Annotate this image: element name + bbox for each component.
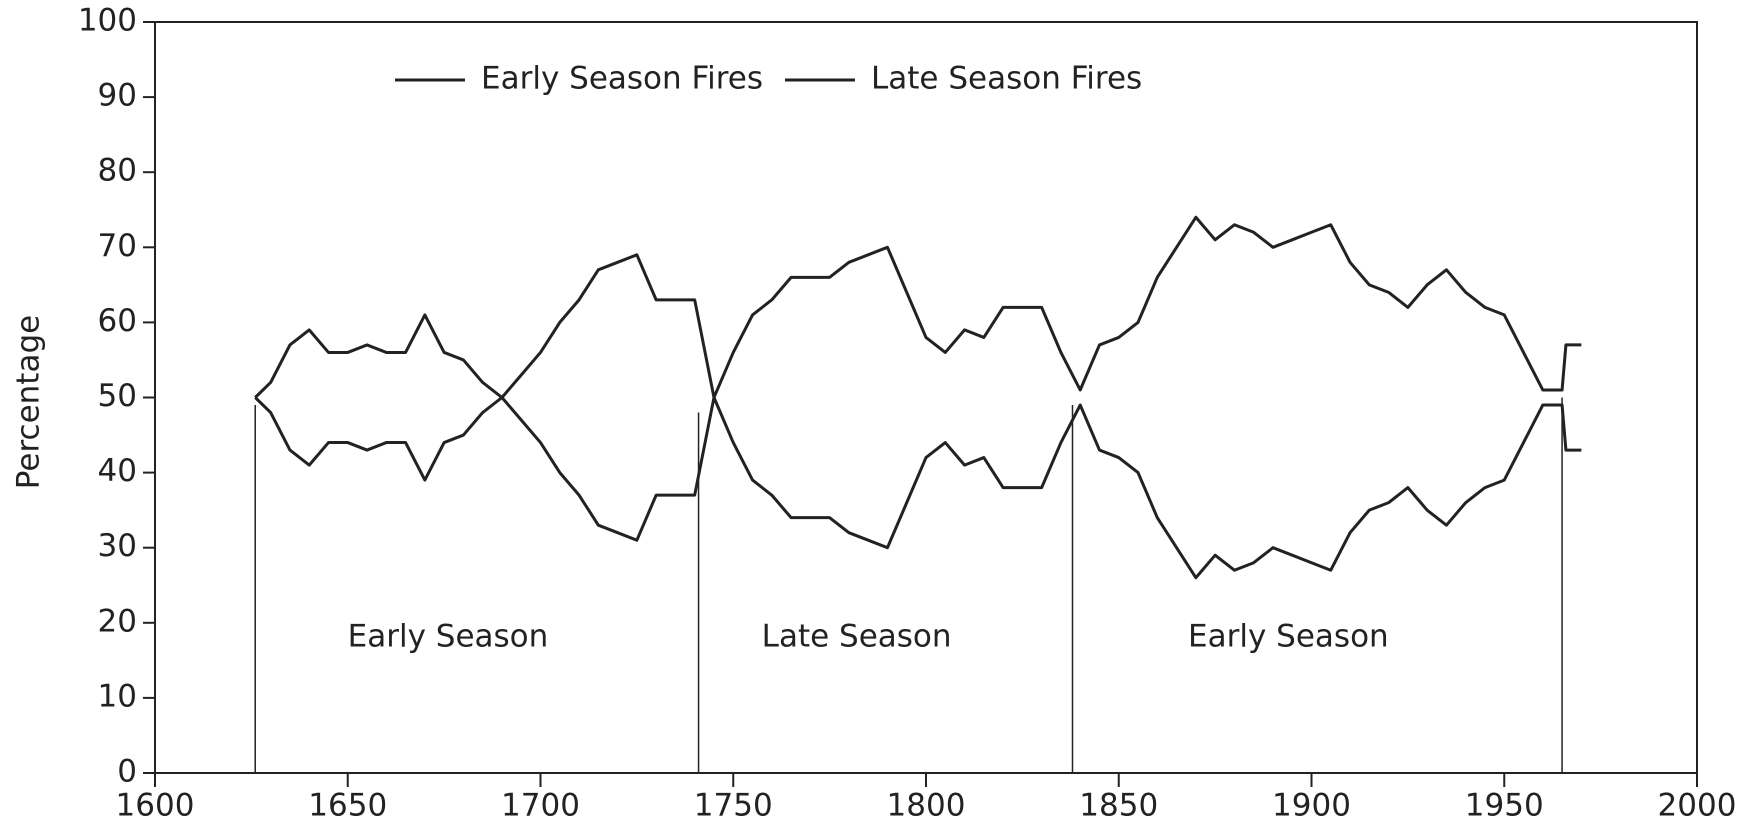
series-line — [254, 215, 1582, 399]
y-axis-label: Percentage — [11, 315, 47, 489]
period-label: Early Season — [1188, 618, 1389, 654]
y-tick-label: 100 — [78, 3, 137, 39]
x-tick-label: 1750 — [694, 788, 773, 824]
period-label: Late Season — [762, 618, 952, 654]
series-line — [254, 396, 1582, 580]
y-tick-label: 30 — [98, 528, 137, 564]
x-tick-label: 1850 — [1079, 788, 1158, 824]
period-label: Early Season — [348, 618, 549, 654]
x-tick-label: 2000 — [1658, 788, 1737, 824]
plot-frame — [154, 21, 1698, 774]
y-tick-label: 90 — [98, 78, 137, 114]
x-tick-label: 1650 — [308, 788, 387, 824]
y-tick-label: 0 — [117, 754, 137, 790]
y-tick-label: 80 — [98, 153, 137, 189]
x-tick-label: 1900 — [1272, 788, 1351, 824]
x-tick-label: 1600 — [116, 788, 195, 824]
y-tick-label: 70 — [98, 228, 137, 264]
y-tick-label: 40 — [98, 453, 137, 489]
x-tick-label: 1700 — [501, 788, 580, 824]
x-tick-label: 1800 — [887, 788, 966, 824]
y-tick-label: 50 — [98, 378, 137, 414]
legend-label: Late Season Fires — [871, 61, 1142, 97]
legend-label: Early Season Fires — [481, 61, 763, 97]
y-tick-label: 60 — [98, 303, 137, 339]
y-tick-label: 10 — [98, 678, 137, 714]
x-tick-label: 1950 — [1465, 788, 1544, 824]
y-tick-label: 20 — [98, 603, 137, 639]
